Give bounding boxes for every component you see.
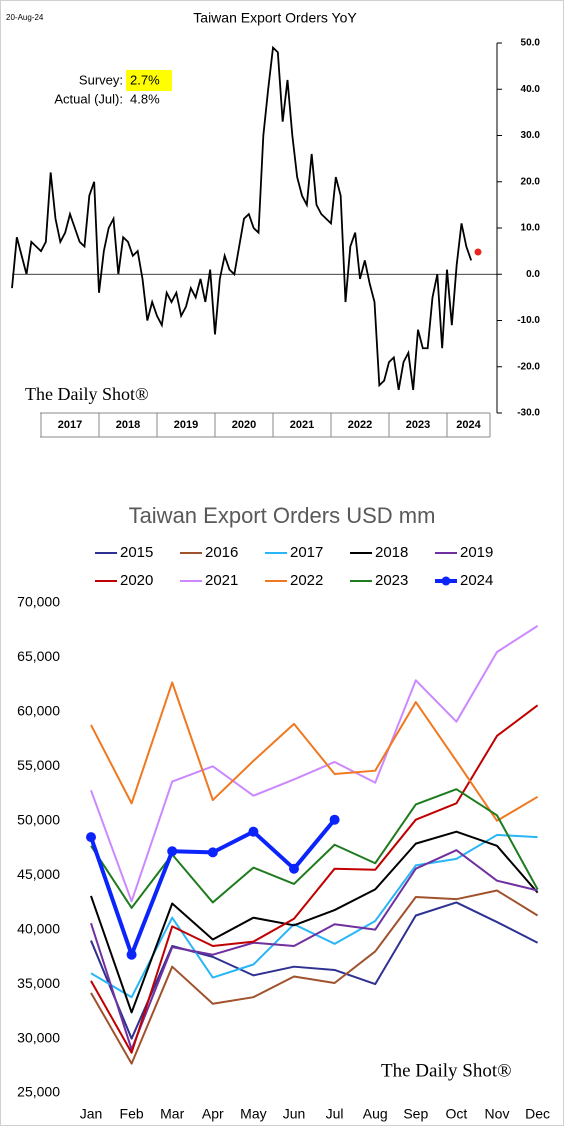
legend-label: 2021: [205, 572, 238, 589]
y-tick-label: 20.0: [521, 176, 541, 187]
watermark: The Daily Shot®: [381, 1060, 512, 1081]
data-point: [329, 814, 340, 825]
y-tick-label: 40.0: [521, 84, 541, 95]
y-tick-label: 60,000: [17, 703, 60, 719]
data-line: [90, 901, 539, 1040]
data-line: [90, 625, 539, 903]
x-tick-label: Jul: [326, 1106, 344, 1122]
legend-label: 2019: [460, 544, 493, 561]
x-tick-label: 2020: [232, 419, 256, 431]
x-tick-label: Apr: [202, 1106, 224, 1122]
data-point: [86, 832, 96, 843]
y-tick-label: 10.0: [521, 223, 541, 234]
x-tick-label: Jan: [80, 1106, 103, 1122]
legend-label: 2017: [290, 544, 323, 561]
data-point: [289, 863, 299, 874]
x-tick-label: Mar: [160, 1106, 184, 1122]
x-tick-label: Sep: [403, 1106, 428, 1122]
legend-label: 2016: [205, 544, 238, 561]
x-tick-label: May: [240, 1106, 266, 1122]
y-tick-label: 25,000: [17, 1084, 60, 1100]
legend-label: 2015: [120, 544, 153, 561]
actual-point: [474, 248, 482, 256]
data-line: [90, 830, 539, 1014]
legend-label: 2022: [290, 572, 323, 589]
x-tick-label: Nov: [485, 1106, 510, 1122]
legend-label: 2018: [375, 544, 408, 561]
data-point: [248, 826, 259, 837]
x-tick-label: 2017: [58, 419, 82, 431]
legend-label: 2024: [460, 572, 493, 589]
y-tick-label: 55,000: [17, 757, 60, 773]
data-point: [126, 949, 137, 960]
x-tick-label: 2024: [456, 419, 481, 431]
data-line: [90, 889, 539, 1065]
chart-title: Taiwan Export Orders USD mm: [129, 503, 436, 528]
actual-value: 4.8%: [130, 91, 160, 106]
y-tick-label: -30.0: [517, 408, 540, 419]
data-line: [11, 45, 473, 391]
x-tick-label: 2023: [406, 419, 430, 431]
y-tick-label: 30.0: [521, 130, 541, 141]
legend-label: 2020: [120, 572, 153, 589]
y-tick-label: 40,000: [17, 920, 60, 936]
y-tick-label: -20.0: [517, 361, 540, 372]
watermark: The Daily Shot®: [25, 384, 149, 404]
x-tick-label: Oct: [446, 1106, 468, 1122]
x-tick-label: Aug: [363, 1106, 388, 1122]
y-tick-label: 30,000: [17, 1029, 60, 1045]
data-line: [90, 849, 538, 1051]
survey-label: Survey:: [79, 72, 123, 87]
highlight: [126, 70, 172, 91]
x-tick-label: 2022: [348, 419, 372, 431]
x-tick-label: 2019: [174, 419, 198, 431]
y-tick-label: 0.0: [526, 269, 540, 280]
y-tick-label: 50.0: [521, 38, 541, 49]
x-tick-label: Feb: [120, 1106, 144, 1122]
y-tick-label: 65,000: [17, 648, 60, 664]
data-point: [207, 847, 218, 858]
y-tick-label: 35,000: [17, 975, 60, 991]
survey-value: 2.7%: [130, 72, 160, 87]
legend-label: 2023: [375, 572, 408, 589]
date: 20-Aug-24: [6, 13, 44, 22]
data-line: [90, 704, 539, 1054]
x-tick-label: Dec: [525, 1106, 550, 1122]
y-tick-label: -10.0: [517, 315, 540, 326]
x-tick-label: 2018: [116, 419, 140, 431]
x-tick-label: 2021: [290, 419, 314, 431]
y-tick-label: 45,000: [17, 866, 60, 882]
legend-marker: [441, 576, 451, 586]
y-tick-label: 50,000: [17, 811, 60, 827]
x-tick-label: Jun: [283, 1106, 306, 1122]
actual-label: Actual (Jul):: [54, 91, 123, 106]
chart-title: Taiwan Export Orders YoY: [193, 10, 357, 26]
data-line: [90, 681, 539, 822]
data-point: [167, 846, 178, 857]
y-tick-label: 70,000: [17, 594, 60, 610]
